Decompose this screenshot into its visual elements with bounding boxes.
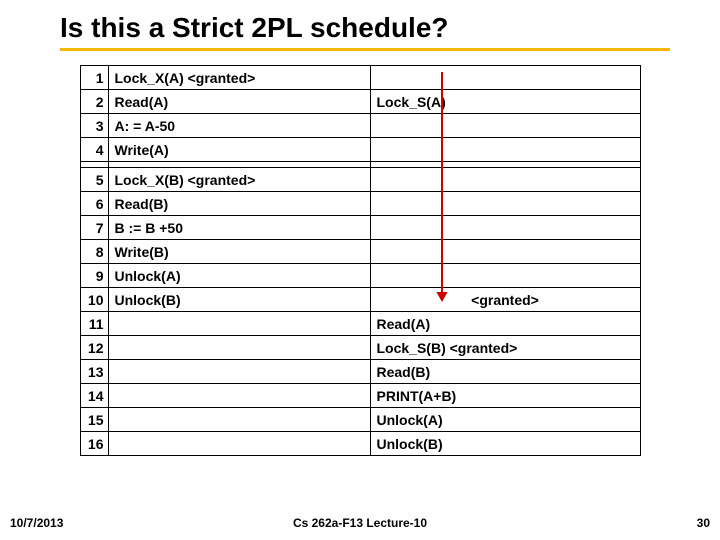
t1-cell: Unlock(B) xyxy=(108,288,370,312)
t1-cell xyxy=(108,312,370,336)
table-row: 7B := B +50 xyxy=(80,216,640,240)
table-row: 6Read(B) xyxy=(80,192,640,216)
step-number: 3 xyxy=(80,114,108,138)
table-row: 13 Read(B) xyxy=(80,360,640,384)
t2-cell xyxy=(370,192,640,216)
step-number: 11 xyxy=(80,312,108,336)
table-row: 4Write(A) xyxy=(80,138,640,162)
t1-cell: Lock_X(B) <granted> xyxy=(108,168,370,192)
table-row: 12 Lock_S(B) <granted> xyxy=(80,336,640,360)
table-row: 8Write(B) xyxy=(80,240,640,264)
t1-cell xyxy=(108,384,370,408)
t2-cell xyxy=(370,138,640,162)
t2-cell xyxy=(370,216,640,240)
step-number: 1 xyxy=(80,66,108,90)
t1-cell: Lock_X(A) <granted> xyxy=(108,66,370,90)
table-row: 11 Read(A) xyxy=(80,312,640,336)
t2-cell: Read(A) xyxy=(370,312,640,336)
t1-cell xyxy=(108,336,370,360)
footer-mid: Cs 262a-F13 Lecture-10 xyxy=(0,516,720,530)
t2-cell: Lock_S(B) <granted> xyxy=(370,336,640,360)
table-row: 1Lock_X(A) <granted> xyxy=(80,66,640,90)
step-number: 2 xyxy=(80,90,108,114)
t1-cell xyxy=(108,432,370,456)
t1-cell: Write(A) xyxy=(108,138,370,162)
t1-cell: Read(A) xyxy=(108,90,370,114)
t1-cell: Write(B) xyxy=(108,240,370,264)
t1-cell xyxy=(108,408,370,432)
t2-cell xyxy=(370,264,640,288)
table-row: 15 Unlock(A) xyxy=(80,408,640,432)
t2-cell: Unlock(A) xyxy=(370,408,640,432)
step-number: 10 xyxy=(80,288,108,312)
step-number: 16 xyxy=(80,432,108,456)
step-number: 6 xyxy=(80,192,108,216)
table-row: 14 PRINT(A+B) xyxy=(80,384,640,408)
table-row: 9Unlock(A) xyxy=(80,264,640,288)
t2-cell: PRINT(A+B) xyxy=(370,384,640,408)
t2-cell: Lock_S(A) xyxy=(370,90,640,114)
t1-cell: A: = A-50 xyxy=(108,114,370,138)
t2-cell xyxy=(370,240,640,264)
t2-cell xyxy=(370,168,640,192)
schedule-table: 1Lock_X(A) <granted>2Read(A)Lock_S(A)3A:… xyxy=(80,65,641,456)
step-number: 9 xyxy=(80,264,108,288)
t2-cell xyxy=(370,66,640,90)
step-number: 8 xyxy=(80,240,108,264)
t1-cell xyxy=(108,360,370,384)
page-title: Is this a Strict 2PL schedule? xyxy=(60,12,670,51)
t1-cell: Read(B) xyxy=(108,192,370,216)
step-number: 13 xyxy=(80,360,108,384)
table-row: 2Read(A)Lock_S(A) xyxy=(80,90,640,114)
step-number: 4 xyxy=(80,138,108,162)
step-number: 12 xyxy=(80,336,108,360)
table-row: 5Lock_X(B) <granted> xyxy=(80,168,640,192)
step-number: 5 xyxy=(80,168,108,192)
t1-cell: B := B +50 xyxy=(108,216,370,240)
t2-cell xyxy=(370,114,640,138)
step-number: 15 xyxy=(80,408,108,432)
step-number: 14 xyxy=(80,384,108,408)
footer-page-number: 30 xyxy=(697,516,710,530)
step-number: 7 xyxy=(80,216,108,240)
t1-cell: Unlock(A) xyxy=(108,264,370,288)
t2-cell: Unlock(B) xyxy=(370,432,640,456)
t2-cell: Read(B) xyxy=(370,360,640,384)
table-row: 10Unlock(B)<granted> xyxy=(80,288,640,312)
table-row: 3A: = A-50 xyxy=(80,114,640,138)
t2-cell: <granted> xyxy=(370,288,640,312)
table-row: 16 Unlock(B) xyxy=(80,432,640,456)
